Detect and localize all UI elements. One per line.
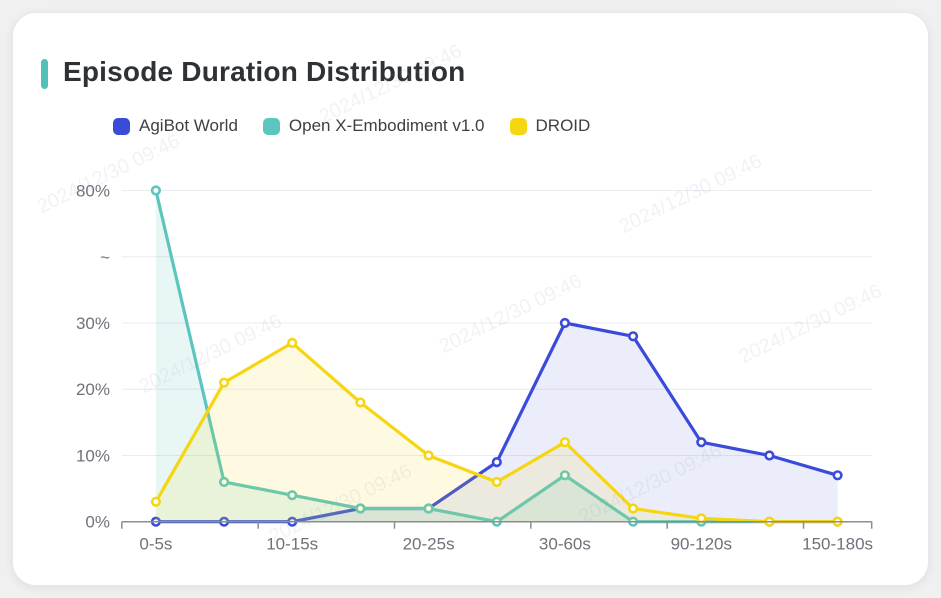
legend-label: DROID <box>535 116 591 135</box>
x-axis <box>121 520 873 529</box>
marker-agibot-world[interactable] <box>764 450 775 461</box>
legend: AgiBot World Open X-Embodiment v1.0 DROI… <box>113 115 590 137</box>
x-tick-label: 30-60s <box>539 535 591 554</box>
area-agibot-world <box>155 323 838 522</box>
marker-agibot-world[interactable] <box>491 457 502 468</box>
legend-swatch-agibot-world <box>113 117 130 135</box>
marker-droid[interactable] <box>559 437 571 448</box>
marker-droid[interactable] <box>627 503 639 514</box>
marker-agibot-world[interactable] <box>696 437 707 448</box>
marker-droid[interactable] <box>287 337 298 349</box>
y-tick-label: 0% <box>85 513 110 532</box>
y-tick-label: 10% <box>76 446 110 465</box>
y-tick-label: 20% <box>76 380 110 399</box>
marker-open-x-embodiment-v1-0[interactable] <box>355 503 366 514</box>
legend-label: AgiBot World <box>139 116 238 135</box>
title-accent-bar <box>41 59 48 89</box>
y-tick-label: 80% <box>76 182 110 201</box>
marker-open-x-embodiment-v1-0[interactable] <box>559 470 571 481</box>
x-tick-label: 90-120s <box>671 535 732 554</box>
marker-droid[interactable] <box>355 397 366 408</box>
marker-droid[interactable] <box>219 377 230 388</box>
legend-item-droid[interactable]: DROID <box>509 116 591 136</box>
marker-open-x-embodiment-v1-0[interactable] <box>150 185 161 196</box>
y-tick-label: 30% <box>76 314 110 333</box>
marker-droid[interactable] <box>150 496 161 507</box>
chart-title: Episode Duration Distribution <box>63 56 466 87</box>
x-tick-label: 0-5s <box>139 535 172 554</box>
legend-swatch-droid <box>509 117 527 135</box>
y-axis-labels: 0% 10% 20% 30% ~80% <box>76 182 110 532</box>
chart-card: 0-5s 10-15s 20-25s 30-60s 90-120s 150-180s 0% 1… <box>12 12 929 586</box>
x-tick-label: 20-25s <box>403 535 455 554</box>
marker-agibot-world[interactable] <box>559 317 571 329</box>
marker-open-x-embodiment-v1-0[interactable] <box>287 490 298 501</box>
series-droid[interactable] <box>150 337 843 527</box>
marker-open-x-embodiment-v1-0[interactable] <box>219 476 230 488</box>
x-tick-label: 10-15s <box>266 535 318 554</box>
legend-item-agibot-world[interactable]: AgiBot World <box>113 116 238 136</box>
marker-agibot-world[interactable] <box>832 470 843 481</box>
title-row: Episode Duration Distribution <box>13 13 928 103</box>
legend-item-open-x-embodiment[interactable]: Open X-Embodiment v1.0 <box>262 116 485 136</box>
area-droid <box>155 342 838 522</box>
gridlines <box>121 190 872 456</box>
legend-label: Open X-Embodiment v1.0 <box>288 116 485 135</box>
chart-canvas[interactable]: 0-5s 10-15s 20-25s 30-60s 90-120s 150-180s 0% 1… <box>13 13 929 586</box>
legend-swatch-open-x-embodiment <box>262 117 280 135</box>
y-tick-label: ~ <box>100 248 110 267</box>
x-tick-label: 150-180s <box>802 535 873 554</box>
marker-agibot-world[interactable] <box>627 331 639 342</box>
x-axis-labels: 0-5s 10-15s 20-25s 30-60s 90-120s 150-180s <box>139 535 873 554</box>
marker-droid[interactable] <box>491 476 502 488</box>
marker-open-x-embodiment-v1-0[interactable] <box>423 503 434 514</box>
marker-droid[interactable] <box>423 450 434 461</box>
area-open-x-embodiment-v1-0 <box>155 190 838 522</box>
